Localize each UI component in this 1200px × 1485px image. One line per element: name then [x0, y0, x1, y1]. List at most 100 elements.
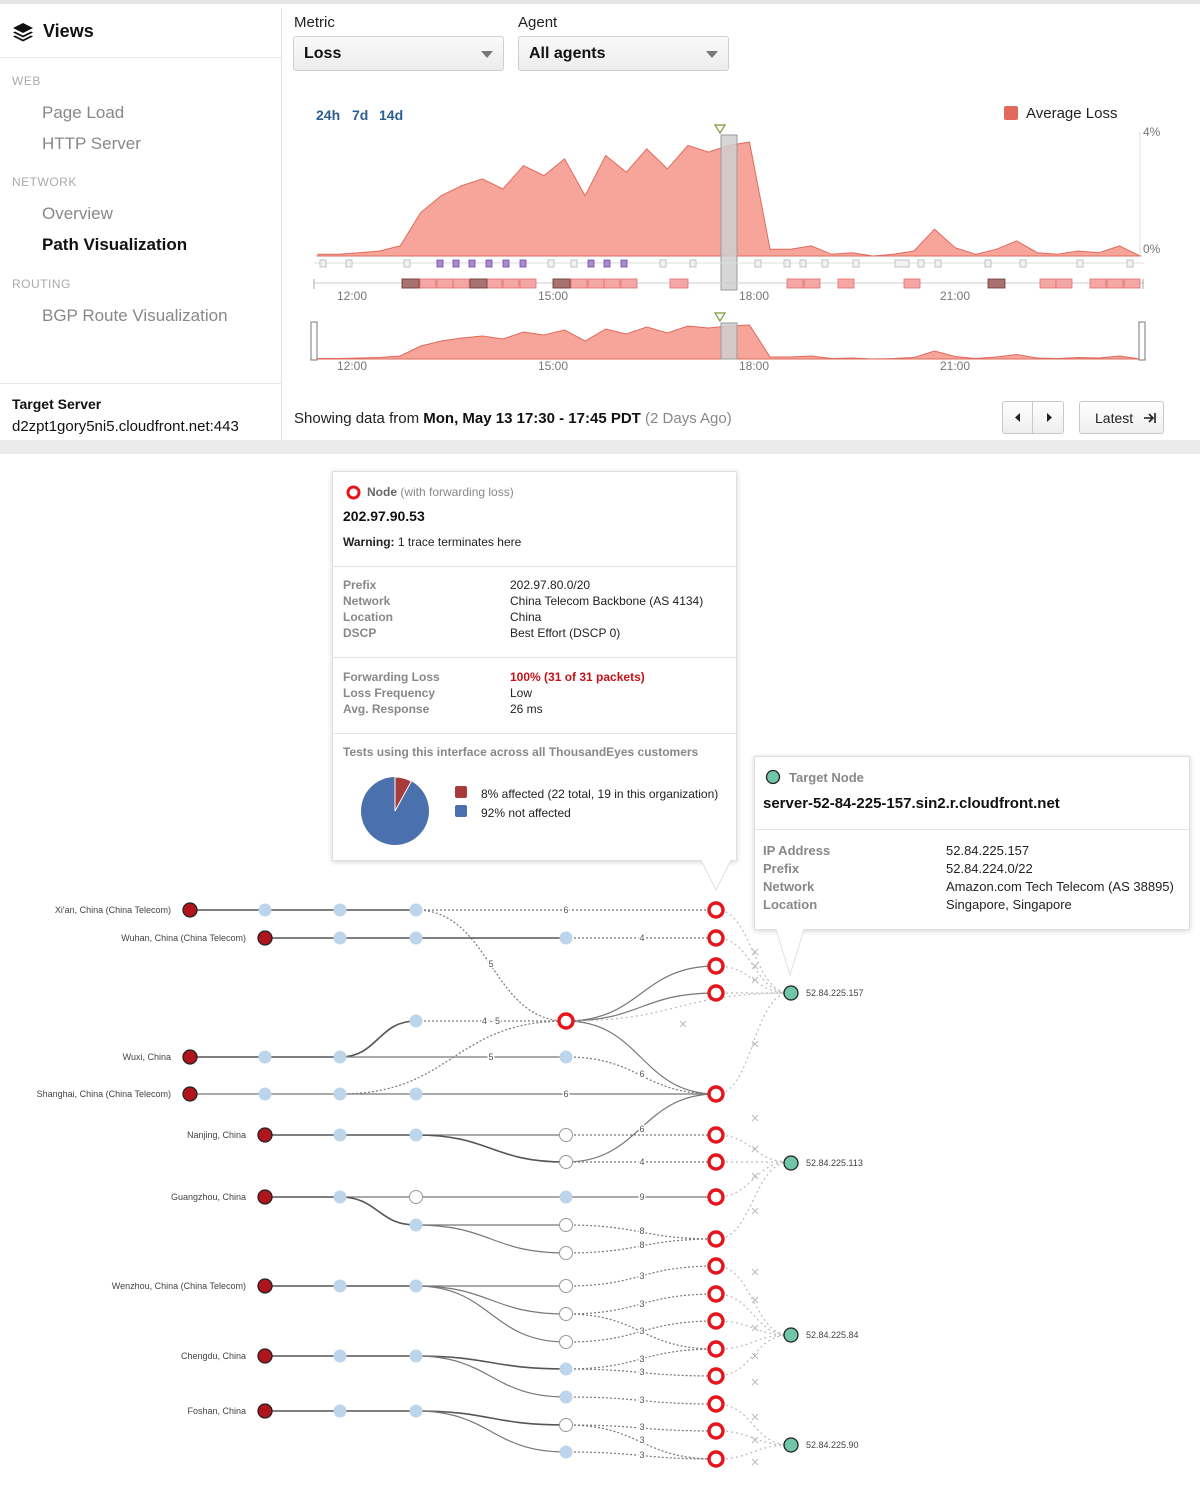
hop-node — [258, 1050, 272, 1064]
target-edge — [715, 1293, 791, 1336]
drop-x-icon — [751, 1436, 759, 1444]
overview-tick-label: 12:00 — [337, 359, 368, 373]
hop-count-label: 9 — [639, 1192, 644, 1202]
target-edge — [715, 1430, 791, 1446]
event-marker — [319, 259, 327, 268]
drop-x-icon — [751, 948, 759, 956]
prev-button[interactable] — [1003, 402, 1033, 433]
event-marker — [934, 259, 942, 268]
drop-x-icon — [751, 1207, 759, 1215]
path-edge — [415, 1355, 567, 1398]
hop-count-label: 6 — [639, 1069, 644, 1079]
latest-label: Latest — [1095, 410, 1134, 426]
loss-event-marker — [1089, 278, 1107, 289]
range-24h-link[interactable]: 24h — [316, 107, 341, 123]
path-edge — [565, 1224, 717, 1240]
path-edge — [415, 1410, 567, 1426]
node-ip: 202.97.90.53 — [343, 508, 425, 524]
hop-node — [409, 903, 423, 917]
target-edge — [715, 1320, 791, 1336]
pie-legend-not-affected-label: 92% not affected — [481, 806, 571, 820]
loss-event-marker — [1106, 278, 1124, 289]
latest-button[interactable]: Latest — [1079, 401, 1164, 434]
prev-next-group — [1002, 401, 1064, 434]
loss-node — [707, 984, 725, 1002]
target-edge — [715, 1134, 791, 1163]
next-button[interactable] — [1034, 402, 1064, 433]
hop-count-label: 3 — [639, 1326, 644, 1336]
path-edge — [565, 1265, 717, 1287]
overview-selected-window — [720, 322, 738, 360]
agent-label: Wenzhou, China (China Telecom) — [112, 1281, 246, 1291]
hop-count-label: 4 — [639, 933, 644, 943]
event-marker — [403, 259, 411, 268]
drop-x-icon — [751, 1458, 759, 1466]
x-tick-label: 18:00 — [739, 289, 770, 303]
loss-node — [707, 1285, 725, 1303]
agent-label: Shanghai, China (China Telecom) — [37, 1089, 171, 1099]
event-marker-purple — [502, 259, 510, 268]
hop-node — [409, 1087, 423, 1101]
divider — [333, 733, 736, 734]
path-edge — [565, 1093, 717, 1163]
loss-node — [707, 929, 725, 947]
loss-event-marker — [837, 278, 855, 289]
sidebar-item-overview[interactable]: Overview — [42, 204, 113, 223]
agent-label: Chengdu, China — [181, 1351, 246, 1361]
range-14d-link[interactable]: 14d — [379, 107, 404, 123]
target-tooltip-title: Target Node — [789, 770, 864, 785]
loss-event-marker — [1039, 278, 1057, 289]
loss-timeline-chart[interactable] — [0, 4, 1200, 404]
pie-legend-affected-swatch — [455, 786, 467, 798]
x-tick-label: 21:00 — [940, 289, 971, 303]
event-marker — [917, 259, 925, 268]
sidebar-item-bgp-route-visualization[interactable]: BGP Route Visualization — [42, 306, 228, 325]
unknown-hop-node — [559, 1307, 573, 1321]
metric-select[interactable]: Loss — [293, 36, 504, 71]
loss-event-marker-dark — [469, 278, 488, 289]
target-tooltip-pointer — [775, 928, 805, 977]
sidebar-item-path-visualization[interactable]: Path Visualization — [42, 235, 188, 254]
unknown-hop-node — [559, 1418, 573, 1432]
hop-node — [333, 1349, 347, 1363]
loss-node — [707, 1188, 725, 1206]
path-visualization-graph[interactable]: 6 4 5 4 - 5 5 6 6 6 4 9 8 8 3 3 3 3 3 3 3 3 3 Xi'an, China (C… — [0, 454, 1200, 1485]
path-edge — [339, 1196, 417, 1226]
hop-node — [333, 1087, 347, 1101]
target-node-tooltip: Target Node server-52-84-225-157.sin2.r.… — [754, 756, 1190, 930]
sidebar-item-page-load[interactable]: Page Load — [42, 103, 125, 122]
loss-node — [707, 1395, 725, 1413]
unknown-hop-node — [559, 1279, 573, 1293]
range-7d-link[interactable]: 7d — [352, 107, 369, 123]
views-title: Views — [43, 21, 94, 41]
loss-node — [707, 1126, 725, 1144]
agent-select[interactable]: All agents — [518, 36, 729, 71]
loss-event-marker — [436, 278, 454, 289]
event-marker — [852, 259, 860, 268]
target-server-box: Target Server d2zpt1gory5ni5.cloudfront.… — [0, 383, 281, 441]
path-edge — [415, 909, 567, 1022]
path-edge — [415, 1355, 567, 1370]
agent-label: Wuhan, China (China Telecom) — [121, 933, 246, 943]
loss-event-marker — [485, 278, 503, 289]
labels-layer: 6 4 5 4 - 5 5 6 6 6 4 9 8 8 3 3 3 3 3 3 3 3 3 Xi'an, China (C… — [37, 904, 864, 1466]
chevron-down-icon — [706, 51, 718, 58]
loss-event-marker — [803, 278, 821, 289]
node-row-key: Forwarding Loss — [343, 670, 440, 684]
node-tooltip-title-text: Node — [367, 485, 397, 499]
loss-event-marker — [519, 278, 537, 289]
target-row-value: Amazon.com Tech Telecom (AS 38895) — [946, 879, 1174, 894]
target-node — [783, 1437, 799, 1453]
node-tooltip-title: Node (with forwarding loss) — [367, 485, 514, 499]
sidebar-item-http-server[interactable]: HTTP Server — [42, 134, 141, 153]
hop-count-label: 8 — [639, 1226, 644, 1236]
agent-label: Nanjing, China — [187, 1130, 246, 1140]
loss-event-marker-dark — [552, 278, 571, 289]
hop-node — [258, 1087, 272, 1101]
unknown-hop-node — [409, 1190, 423, 1204]
agent-label: Agent — [518, 14, 558, 31]
caret-left-icon — [1015, 413, 1020, 422]
hop-node — [333, 1128, 347, 1142]
event-marker — [783, 259, 791, 268]
overview-tick-label: 21:00 — [940, 359, 971, 373]
